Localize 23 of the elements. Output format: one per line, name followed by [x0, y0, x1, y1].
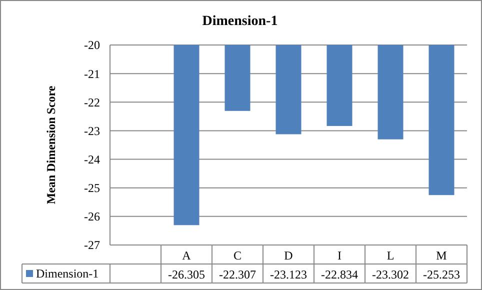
- y-tick-label: -21: [84, 66, 100, 81]
- x-tick-label: D: [284, 248, 294, 263]
- data-label: -25.253: [423, 268, 460, 282]
- chart-title: Dimension-1: [202, 14, 278, 29]
- legend-label: Dimension-1: [36, 266, 99, 281]
- data-label: -23.302: [372, 268, 409, 282]
- x-tick-label: I: [338, 248, 342, 263]
- data-label: -22.834: [321, 268, 358, 282]
- data-label: -22.307: [219, 268, 256, 282]
- y-axis-title: Mean Dimension Score: [44, 85, 58, 204]
- y-tick-label: -23: [84, 124, 100, 138]
- y-tick-label: -24: [84, 152, 100, 166]
- y-tick-label: -22: [84, 95, 100, 110]
- y-tick-label: -26: [84, 210, 100, 224]
- x-tick-label: L: [386, 248, 394, 263]
- y-tick-label: -20: [84, 38, 100, 52]
- x-tick-label: M: [436, 248, 448, 263]
- x-tick-label: A: [182, 248, 192, 263]
- y-tick-label: -25: [84, 181, 100, 196]
- x-tick-label: C: [233, 248, 242, 263]
- y-tick-label: -27: [84, 238, 100, 252]
- data-label: -23.123: [270, 268, 307, 282]
- data-label: -26.305: [168, 268, 205, 282]
